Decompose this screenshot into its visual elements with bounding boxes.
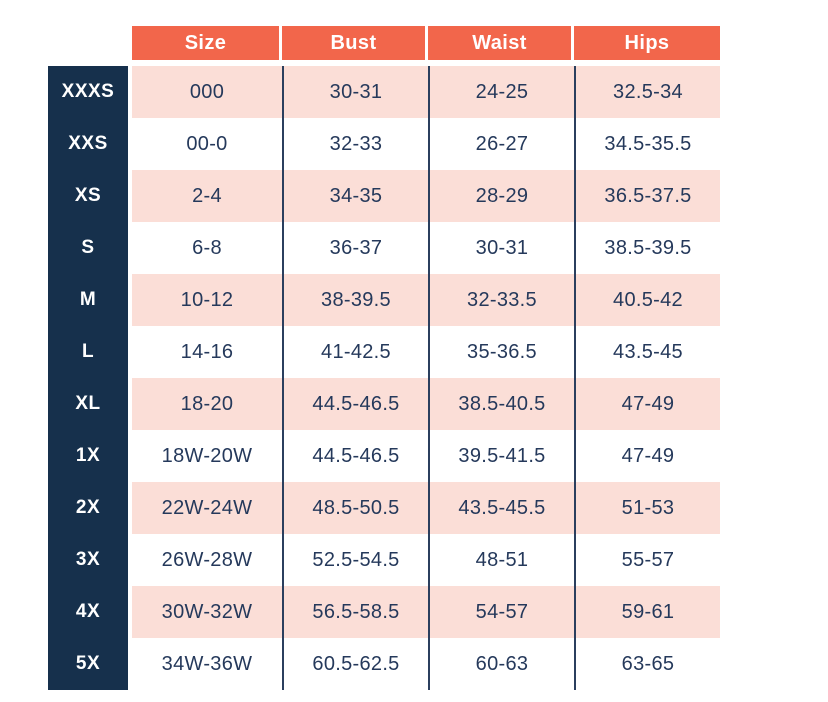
cell-waist: 48-51 xyxy=(428,534,574,586)
cell-size: 22W-24W xyxy=(132,482,282,534)
row-label-5x: 5X xyxy=(48,638,128,690)
cell-bust: 32-33 xyxy=(282,118,428,170)
row-label-1x: 1X xyxy=(48,430,128,482)
cell-hips: 59-61 xyxy=(574,586,720,638)
cell-size: 00-0 xyxy=(132,118,282,170)
cell-size: 2-4 xyxy=(132,170,282,222)
cell-size: 18-20 xyxy=(132,378,282,430)
table-row-5x: 5X 34W-36W 60.5-62.5 60-63 63-65 xyxy=(48,638,720,690)
cell-bust: 34-35 xyxy=(282,170,428,222)
cell-waist: 26-27 xyxy=(428,118,574,170)
cell-bust: 30-31 xyxy=(282,66,428,118)
row-label-2x: 2X xyxy=(48,482,128,534)
cell-waist: 35-36.5 xyxy=(428,326,574,378)
cell-bust: 44.5-46.5 xyxy=(282,430,428,482)
cell-hips: 38.5-39.5 xyxy=(574,222,720,274)
cell-waist: 38.5-40.5 xyxy=(428,378,574,430)
cell-hips: 47-49 xyxy=(574,378,720,430)
cell-waist: 54-57 xyxy=(428,586,574,638)
cell-hips: 43.5-45 xyxy=(574,326,720,378)
row-label-3x: 3X xyxy=(48,534,128,586)
cell-size: 30W-32W xyxy=(132,586,282,638)
cell-size: 000 xyxy=(132,66,282,118)
cell-waist: 28-29 xyxy=(428,170,574,222)
cell-size: 26W-28W xyxy=(132,534,282,586)
cell-waist: 30-31 xyxy=(428,222,574,274)
table-row-xl: XL 18-20 44.5-46.5 38.5-40.5 47-49 xyxy=(48,378,720,430)
cell-hips: 36.5-37.5 xyxy=(574,170,720,222)
table-row-xxxs: XXXS 000 30-31 24-25 32.5-34 xyxy=(48,66,720,118)
cell-waist: 39.5-41.5 xyxy=(428,430,574,482)
table-header-row: Size Bust Waist Hips xyxy=(132,26,720,60)
header-cell-size: Size xyxy=(132,26,282,60)
cell-bust: 36-37 xyxy=(282,222,428,274)
cell-bust: 60.5-62.5 xyxy=(282,638,428,690)
header-cell-waist: Waist xyxy=(428,26,574,60)
table-row-xs: XS 2-4 34-35 28-29 36.5-37.5 xyxy=(48,170,720,222)
cell-bust: 44.5-46.5 xyxy=(282,378,428,430)
row-label-l: L xyxy=(48,326,128,378)
row-label-xxxs: XXXS xyxy=(48,66,128,118)
cell-size: 34W-36W xyxy=(132,638,282,690)
row-label-xs: XS xyxy=(48,170,128,222)
table-row-l: L 14-16 41-42.5 35-36.5 43.5-45 xyxy=(48,326,720,378)
cell-hips: 63-65 xyxy=(574,638,720,690)
cell-waist: 60-63 xyxy=(428,638,574,690)
cell-hips: 47-49 xyxy=(574,430,720,482)
cell-size: 6-8 xyxy=(132,222,282,274)
cell-hips: 32.5-34 xyxy=(574,66,720,118)
table-row-4x: 4X 30W-32W 56.5-58.5 54-57 59-61 xyxy=(48,586,720,638)
row-label-xxs: XXS xyxy=(48,118,128,170)
cell-hips: 51-53 xyxy=(574,482,720,534)
cell-hips: 40.5-42 xyxy=(574,274,720,326)
table-row-xxs: XXS 00-0 32-33 26-27 34.5-35.5 xyxy=(48,118,720,170)
table-row-s: S 6-8 36-37 30-31 38.5-39.5 xyxy=(48,222,720,274)
table-row-m: M 10-12 38-39.5 32-33.5 40.5-42 xyxy=(48,274,720,326)
cell-bust: 41-42.5 xyxy=(282,326,428,378)
table-body: XXXS 000 30-31 24-25 32.5-34 XXS 00-0 32… xyxy=(48,66,720,690)
table-row-1x: 1X 18W-20W 44.5-46.5 39.5-41.5 47-49 xyxy=(48,430,720,482)
cell-hips: 34.5-35.5 xyxy=(574,118,720,170)
row-label-m: M xyxy=(48,274,128,326)
row-label-s: S xyxy=(48,222,128,274)
cell-bust: 48.5-50.5 xyxy=(282,482,428,534)
cell-bust: 52.5-54.5 xyxy=(282,534,428,586)
cell-bust: 38-39.5 xyxy=(282,274,428,326)
cell-size: 10-12 xyxy=(132,274,282,326)
header-cell-bust: Bust xyxy=(282,26,428,60)
table-row-3x: 3X 26W-28W 52.5-54.5 48-51 55-57 xyxy=(48,534,720,586)
header-cell-hips: Hips xyxy=(574,26,720,60)
row-label-4x: 4X xyxy=(48,586,128,638)
table-row-2x: 2X 22W-24W 48.5-50.5 43.5-45.5 51-53 xyxy=(48,482,720,534)
cell-hips: 55-57 xyxy=(574,534,720,586)
row-label-xl: XL xyxy=(48,378,128,430)
cell-size: 14-16 xyxy=(132,326,282,378)
cell-waist: 43.5-45.5 xyxy=(428,482,574,534)
cell-waist: 32-33.5 xyxy=(428,274,574,326)
cell-size: 18W-20W xyxy=(132,430,282,482)
cell-bust: 56.5-58.5 xyxy=(282,586,428,638)
cell-waist: 24-25 xyxy=(428,66,574,118)
